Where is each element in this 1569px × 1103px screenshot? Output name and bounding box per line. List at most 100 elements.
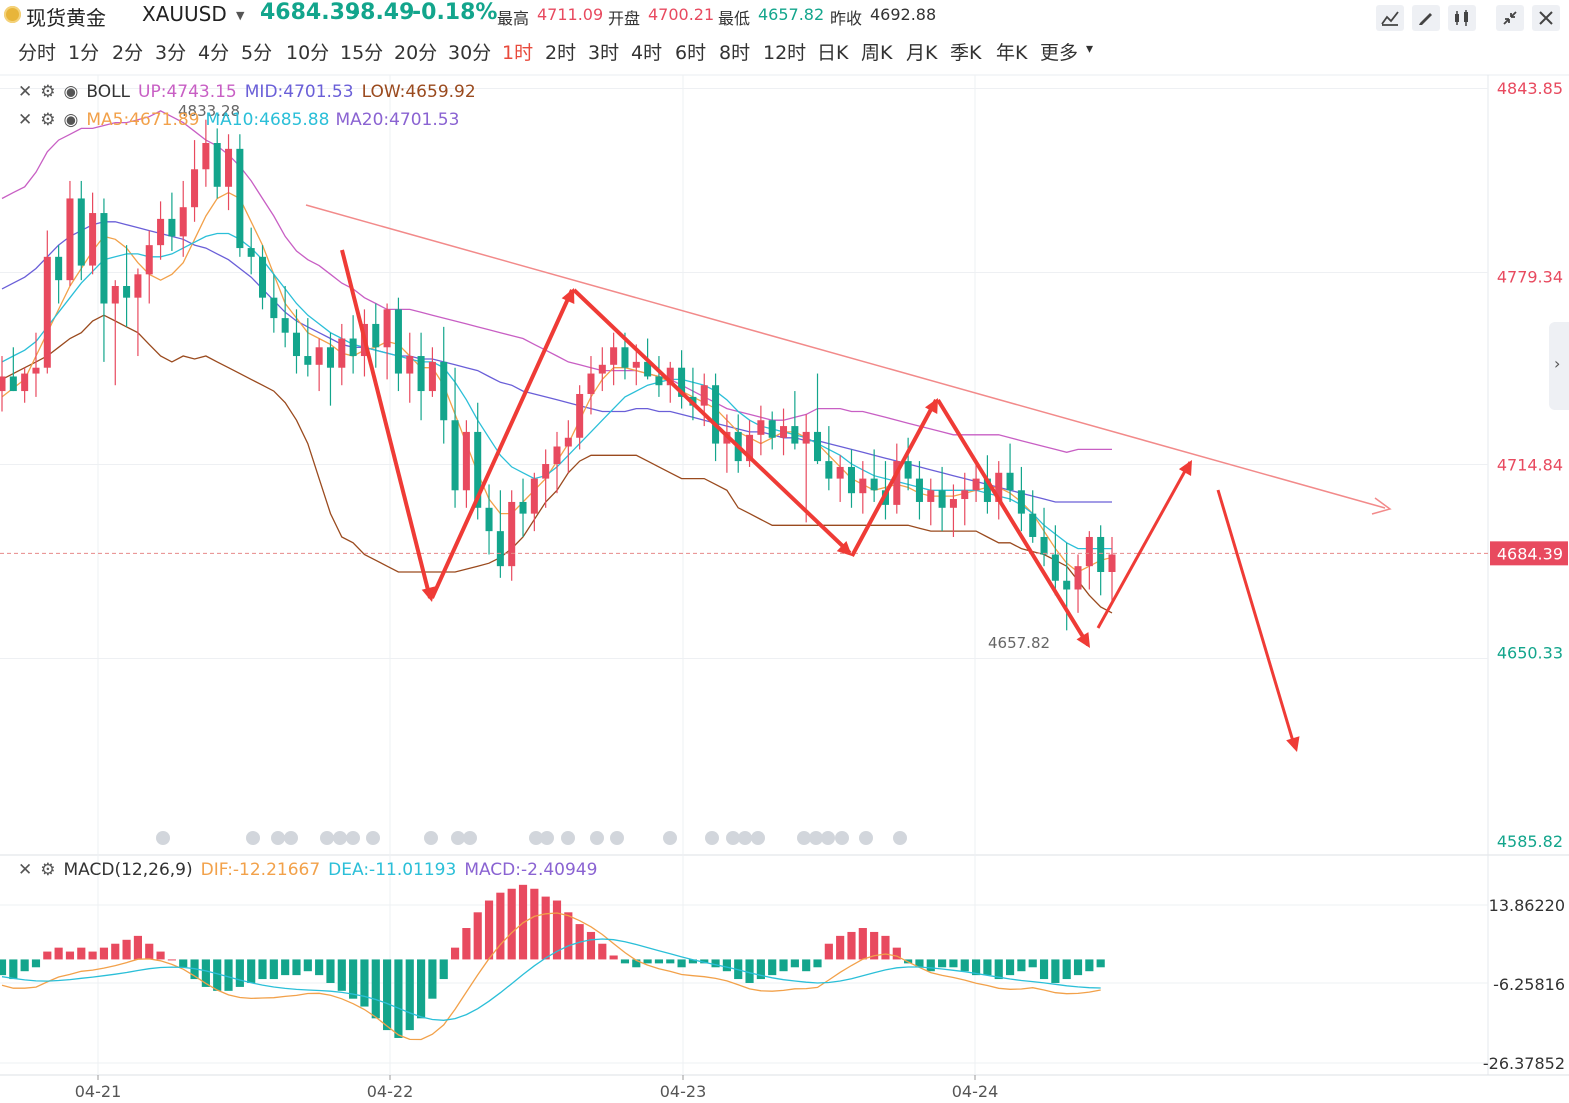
- event-marker-icon: [156, 831, 170, 845]
- close-icon[interactable]: ✕: [18, 82, 33, 102]
- instrument-symbol[interactable]: XAUUSD: [142, 2, 227, 26]
- close-icon[interactable]: ✕: [18, 110, 33, 130]
- chevron-down-icon[interactable]: ▾: [1086, 41, 1094, 57]
- event-marker-icon: [561, 831, 575, 845]
- period-tab[interactable]: 8时: [719, 42, 751, 64]
- period-tab[interactable]: 12时: [763, 42, 807, 64]
- macd-bar: [1017, 959, 1026, 972]
- candle-body: [247, 248, 255, 257]
- macd-bar: [994, 959, 1003, 980]
- candle-body: [258, 256, 267, 298]
- macd-bar: [496, 892, 505, 960]
- period-tab[interactable]: 周K: [861, 42, 893, 64]
- period-tab[interactable]: 4分: [198, 42, 230, 64]
- macd-bar: [552, 900, 562, 960]
- period-tab[interactable]: 3时: [588, 42, 620, 64]
- eye-icon[interactable]: ◉: [63, 110, 79, 130]
- eye-icon[interactable]: ◉: [63, 82, 79, 102]
- macd-axis-label: 13.86220: [1489, 896, 1565, 915]
- boll-mid: MID:4701.53: [244, 82, 354, 102]
- fullscreen-button[interactable]: [1496, 5, 1524, 31]
- period-tab[interactable]: 10分: [286, 42, 330, 64]
- macd-bar: [43, 951, 52, 960]
- candle-body: [326, 347, 334, 368]
- period-tab[interactable]: 30分: [448, 42, 492, 64]
- macd-bar: [258, 959, 267, 980]
- min-price-annotation: 4657.82: [988, 634, 1050, 652]
- period-tab[interactable]: 6时: [675, 42, 707, 64]
- period-tab[interactable]: 年K: [996, 42, 1028, 64]
- macd-bar: [700, 959, 709, 964]
- period-tab[interactable]: 更多: [1040, 42, 1079, 64]
- macd-bar: [632, 959, 641, 968]
- candle-body: [1017, 490, 1025, 514]
- candle-body: [9, 376, 17, 392]
- candle-body: [55, 256, 63, 281]
- chevron-down-icon[interactable]: ▼: [236, 9, 245, 22]
- instrument-name[interactable]: 现货黄金: [26, 6, 106, 30]
- period-tab[interactable]: 季K: [950, 42, 982, 64]
- draw-tool-button[interactable]: [1412, 5, 1440, 31]
- macd-bar: [122, 939, 131, 960]
- gear-icon[interactable]: ⚙: [40, 110, 56, 130]
- candle-body: [825, 461, 833, 479]
- macd-bar: [201, 959, 210, 987]
- period-tab[interactable]: 分时: [18, 42, 57, 64]
- chart-type-button[interactable]: [1376, 5, 1404, 31]
- macd-bar: [768, 959, 777, 976]
- macd-bar: [666, 959, 675, 964]
- period-tab[interactable]: 1时: [502, 42, 534, 64]
- candle-body: [32, 367, 40, 374]
- macd-bar: [507, 888, 516, 960]
- candle-body: [111, 286, 119, 304]
- period-tab[interactable]: 2分: [112, 42, 144, 64]
- event-marker-icon: [797, 831, 811, 845]
- gear-icon[interactable]: ⚙: [40, 860, 56, 880]
- period-tab[interactable]: 日K: [817, 42, 849, 64]
- open-label: 开盘: [608, 9, 641, 28]
- close-icon[interactable]: ✕: [18, 860, 33, 880]
- macd-bar: [711, 959, 720, 968]
- indicator-button[interactable]: [1448, 5, 1476, 31]
- macd-bar: [586, 931, 596, 960]
- event-marker-icon: [424, 831, 438, 845]
- macd-bar: [269, 959, 278, 980]
- period-tab[interactable]: 15分: [340, 42, 384, 64]
- macd-bar: [99, 947, 109, 960]
- close-button[interactable]: [1532, 5, 1560, 31]
- event-marker-icon: [271, 831, 285, 845]
- candle-body: [179, 207, 187, 237]
- candle-body: [383, 309, 391, 348]
- period-tab[interactable]: 20分: [394, 42, 438, 64]
- candle-body: [292, 332, 301, 357]
- high-value: 4711.09: [537, 5, 604, 24]
- date-label: 04-24: [952, 1082, 999, 1101]
- candle-body: [655, 376, 663, 386]
- period-tab[interactable]: 1分: [68, 42, 100, 64]
- candle-body: [961, 490, 969, 500]
- macd-bar: [167, 959, 176, 961]
- candle-body: [542, 464, 550, 479]
- pencil-icon: [1419, 13, 1432, 25]
- period-tab[interactable]: 4时: [631, 42, 663, 64]
- macd-bar: [383, 959, 392, 1031]
- gear-icon[interactable]: ⚙: [40, 82, 56, 102]
- period-tab[interactable]: 3分: [155, 42, 187, 64]
- macd-bar: [1062, 959, 1071, 980]
- period-tab[interactable]: 2时: [545, 42, 577, 64]
- candle-body: [836, 466, 844, 479]
- wave-arrow-down: [572, 288, 852, 555]
- candle-body: [372, 323, 380, 348]
- candle-body: [451, 420, 459, 491]
- event-marker-icon: [663, 831, 677, 845]
- macd-bar: [145, 943, 154, 960]
- candle-body: [100, 213, 108, 304]
- boll-name: BOLL: [86, 82, 131, 102]
- macd-bar: [235, 959, 244, 987]
- side-panel-toggle[interactable]: ›: [1549, 322, 1569, 410]
- period-tab[interactable]: 5分: [241, 42, 273, 64]
- macd-bar: [915, 959, 924, 968]
- period-tab[interactable]: 月K: [906, 42, 938, 64]
- candle-body: [281, 318, 289, 333]
